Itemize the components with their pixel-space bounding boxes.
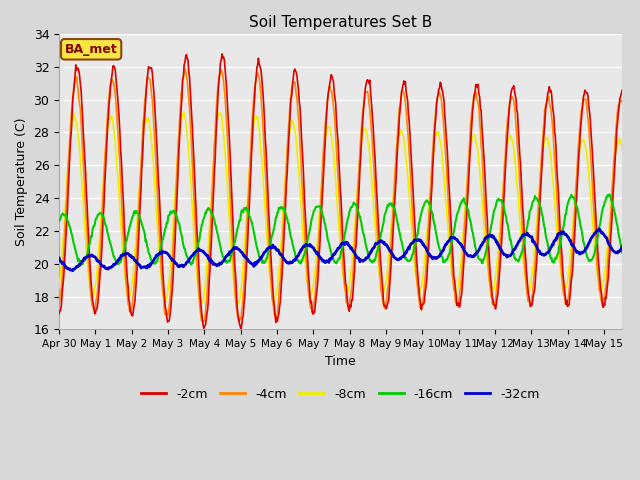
Text: BA_met: BA_met [65, 43, 118, 56]
X-axis label: Time: Time [325, 355, 356, 368]
Legend: -2cm, -4cm, -8cm, -16cm, -32cm: -2cm, -4cm, -8cm, -16cm, -32cm [136, 383, 545, 406]
Title: Soil Temperatures Set B: Soil Temperatures Set B [249, 15, 432, 30]
Y-axis label: Soil Temperature (C): Soil Temperature (C) [15, 118, 28, 246]
